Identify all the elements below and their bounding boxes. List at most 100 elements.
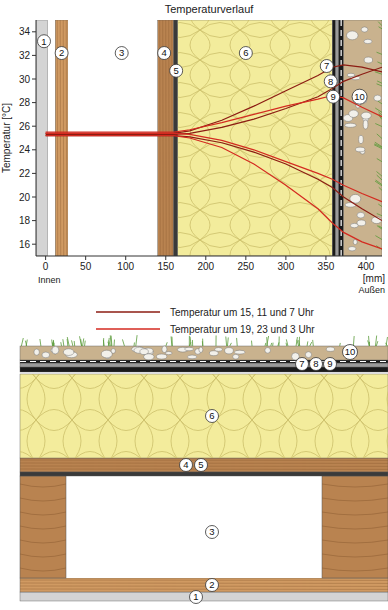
gravel-stone [162, 346, 167, 353]
grass [375, 124, 382, 127]
x-tick [325, 256, 326, 260]
y-tick [32, 244, 36, 245]
grass [110, 335, 111, 346]
grass [265, 343, 267, 346]
grass [266, 337, 268, 346]
y-tick-label: 16 [19, 239, 31, 250]
x-tick [245, 256, 246, 260]
temperature-line [46, 67, 382, 134]
grass [108, 338, 110, 346]
roof-layer [20, 476, 388, 578]
grass [21, 338, 23, 346]
grass [286, 343, 288, 346]
gravel-stone [225, 348, 234, 354]
grass [80, 339, 82, 346]
grass [225, 337, 227, 346]
layer-labels-lower: 12345678910 [180, 345, 358, 604]
x-tick [205, 256, 206, 260]
gravel-stone [52, 346, 59, 354]
x-tick-label: 0 [43, 261, 49, 272]
grass [375, 108, 382, 112]
layer-marker [310, 358, 323, 371]
grass [375, 181, 382, 186]
wood-grain [20, 498, 66, 501]
wall-layer [339, 20, 344, 256]
gravel-stone [185, 347, 194, 350]
grass [296, 337, 297, 346]
wall-layer [178, 20, 333, 256]
grass [374, 145, 382, 149]
layer-marker [324, 358, 337, 371]
layer-marker [115, 47, 128, 60]
wood-grain [20, 580, 388, 581]
legend-label: Temperatur um 15, 11 und 7 Uhr [170, 307, 314, 318]
grass [53, 341, 54, 346]
layer-marker [324, 75, 337, 88]
wall-layer [344, 20, 382, 256]
gravel-stone [374, 95, 382, 101]
y-tick-label: 18 [19, 215, 31, 226]
grass [134, 342, 135, 346]
wood-grain [322, 568, 388, 571]
legend-swatch [96, 328, 160, 329]
layer-marker [190, 591, 203, 604]
grass [227, 337, 229, 346]
grass [51, 340, 53, 346]
layer-marker [38, 35, 51, 48]
layer-marker [180, 459, 193, 472]
x-tick-label: 50 [80, 261, 92, 272]
grass [377, 159, 382, 162]
grass [386, 337, 387, 346]
layer-label: 4 [183, 459, 188, 470]
layer-marker [327, 90, 340, 103]
x-tick [85, 256, 86, 260]
y-tick [32, 31, 36, 32]
temperature-line [46, 136, 382, 249]
gravel-stone [199, 347, 203, 352]
grass [39, 339, 41, 346]
wood-grain [322, 540, 388, 543]
grass [190, 337, 192, 346]
gravel-stone [349, 110, 358, 117]
grass [236, 338, 238, 346]
grass [286, 339, 288, 346]
grass [192, 340, 193, 346]
grass [377, 134, 382, 139]
wall-layer [68, 20, 158, 256]
grass [67, 337, 69, 346]
grass [310, 342, 312, 346]
layer-label: 8 [313, 358, 318, 369]
grass [376, 20, 382, 21]
y-tick [32, 79, 36, 80]
layer-label: 8 [328, 76, 333, 87]
layer-marker [320, 60, 333, 73]
temperature-line [46, 133, 382, 201]
wood-grain [20, 568, 66, 571]
layer-marker [195, 459, 208, 472]
gravel-stone [348, 247, 356, 251]
x-tick-label: 200 [197, 261, 214, 272]
wood-grain [20, 512, 66, 515]
wood-grain [20, 554, 66, 557]
gravel-stone [42, 352, 50, 358]
layer-label: 9 [330, 91, 335, 102]
grass [368, 336, 370, 346]
grass [278, 336, 279, 346]
grass [171, 336, 173, 346]
layer-label: 10 [345, 346, 356, 357]
layer-label: 2 [209, 579, 214, 590]
y-tick-label: 24 [19, 144, 31, 155]
chart-title: Temperaturverlauf [165, 3, 255, 15]
grass [166, 342, 167, 346]
wall-layer [158, 20, 174, 256]
wood-grain [20, 586, 388, 587]
gravel-stone [34, 349, 39, 355]
grass [108, 342, 109, 346]
grass [114, 340, 115, 346]
x-tick-label: 400 [358, 261, 375, 272]
wall-section [36, 20, 382, 256]
grass [267, 336, 269, 346]
grass [377, 81, 382, 83]
layer-label: 4 [161, 47, 166, 58]
grass [53, 340, 54, 346]
